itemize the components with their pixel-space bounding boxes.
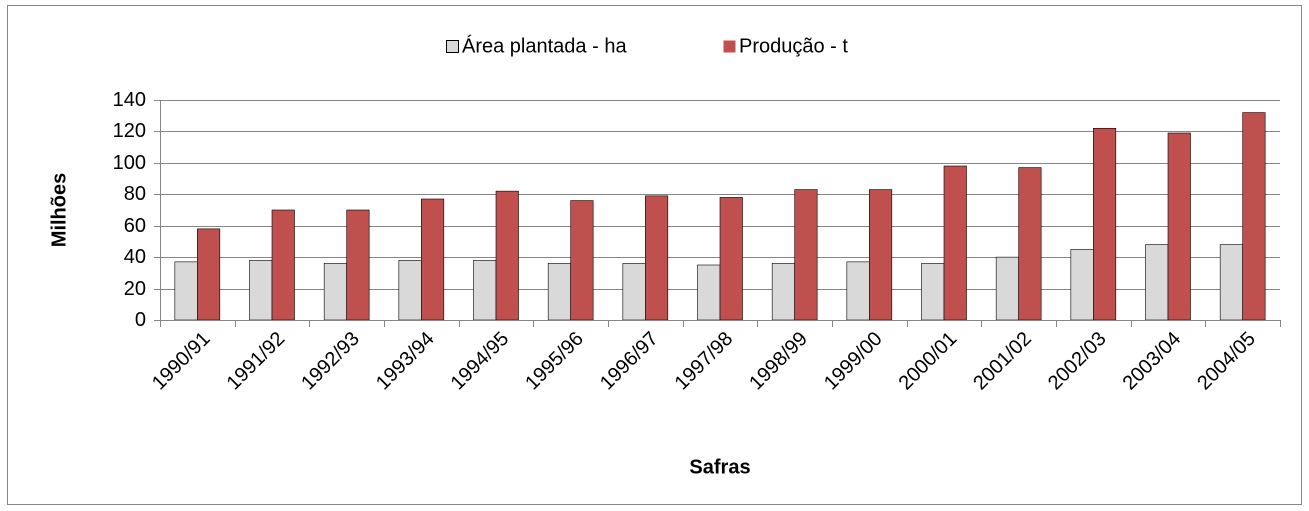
bar: [995, 256, 1019, 321]
bar: [473, 259, 497, 321]
bar: [495, 190, 519, 321]
y-tick-label: 140: [113, 89, 146, 111]
y-tick-label: 100: [113, 152, 146, 174]
bar: [697, 264, 721, 321]
bar: [174, 261, 198, 321]
y-axis-title: Milhões: [48, 173, 70, 247]
x-axis-title: Safras: [689, 456, 750, 478]
bar: [421, 198, 445, 321]
bar: [323, 263, 347, 321]
bar: [1070, 248, 1094, 321]
bar: [622, 263, 646, 321]
bar: [1018, 167, 1042, 321]
legend-swatch: [723, 40, 736, 53]
bar: [794, 189, 818, 321]
bar: [1219, 244, 1243, 321]
bar: [398, 259, 422, 321]
legend-label: Área plantada - ha: [462, 34, 627, 57]
y-tick-label: 40: [124, 246, 146, 268]
bar: [846, 261, 870, 321]
bar: [943, 165, 967, 321]
y-tick-label: 80: [124, 183, 146, 205]
bar: [547, 263, 571, 321]
bar: [1145, 244, 1169, 321]
bar: [1093, 127, 1117, 321]
y-tick-label: 120: [113, 120, 146, 142]
legend: Área plantada - ha Produção - t: [446, 34, 848, 57]
bar: [197, 228, 221, 321]
bar: [921, 263, 945, 321]
legend-label: Produção - t: [739, 35, 848, 57]
bar: [570, 200, 594, 321]
y-tick-label: 60: [124, 215, 146, 237]
y-tick-label: 0: [135, 309, 146, 331]
bar: [771, 263, 795, 321]
bar: [271, 209, 295, 321]
legend-swatch: [446, 40, 459, 53]
bar: [1167, 132, 1191, 321]
y-tick-label: 20: [124, 278, 146, 300]
bar: [645, 195, 669, 321]
bar: [719, 197, 743, 321]
bar: [346, 209, 370, 321]
bar: [1242, 112, 1266, 321]
bar: [869, 189, 893, 321]
bar: [249, 259, 273, 321]
